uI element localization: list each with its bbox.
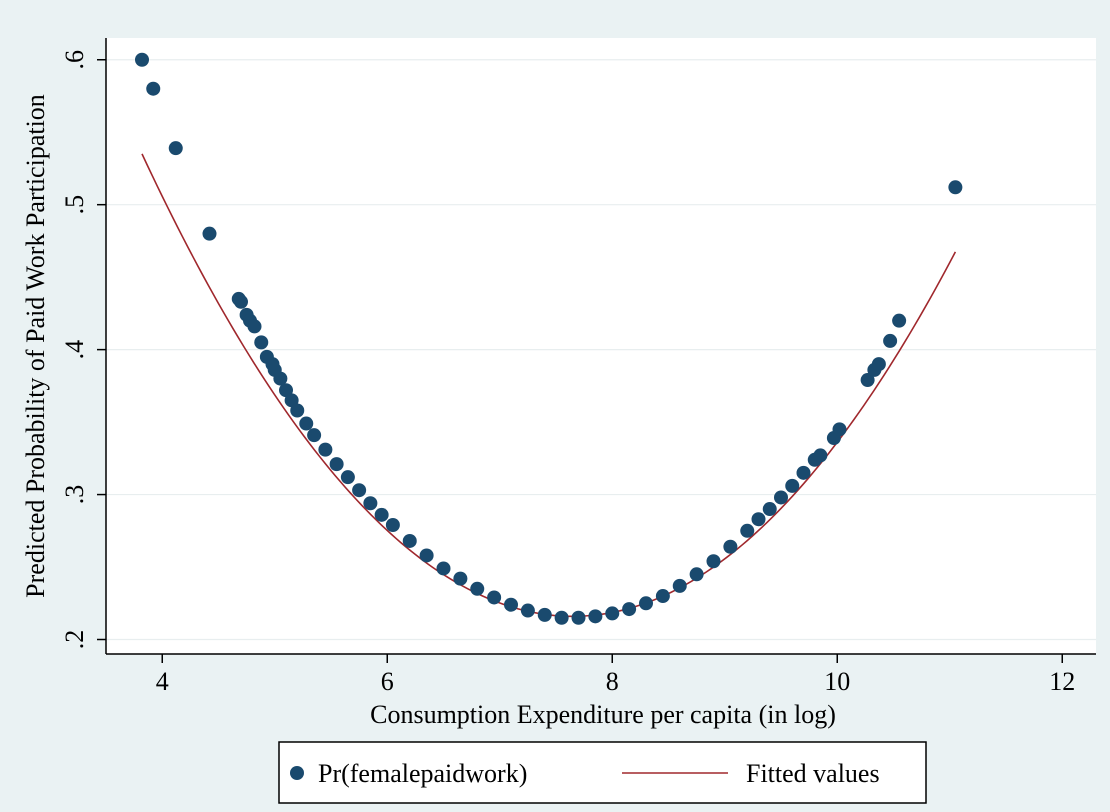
plot-region xyxy=(106,38,1096,654)
x-tick-label-0: 4 xyxy=(156,667,169,696)
data-point-21 xyxy=(340,470,355,485)
scatter-points-layer xyxy=(135,52,963,625)
legend-line-label: Fitted values xyxy=(746,759,880,788)
data-point-13 xyxy=(273,371,288,386)
data-point-58 xyxy=(871,357,886,372)
axes xyxy=(105,38,1096,655)
data-point-60 xyxy=(892,313,907,328)
data-point-0 xyxy=(135,52,149,67)
legend-scatter-marker xyxy=(290,766,304,780)
data-point-31 xyxy=(487,590,502,605)
x-tick-label-2: 8 xyxy=(606,667,619,696)
data-point-36 xyxy=(571,610,586,625)
data-point-51 xyxy=(796,465,811,480)
data-point-40 xyxy=(639,596,653,611)
data-point-33 xyxy=(520,603,535,618)
data-point-24 xyxy=(374,507,389,522)
data-point-28 xyxy=(436,561,451,576)
legend: Pr(femalepaidwork) Fitted values xyxy=(278,741,927,804)
data-point-23 xyxy=(363,496,378,511)
data-point-38 xyxy=(605,606,620,621)
data-point-22 xyxy=(352,483,367,498)
data-point-19 xyxy=(318,442,333,457)
data-point-46 xyxy=(740,523,755,538)
y-axis-title: Predicted Probability of Paid Work Parti… xyxy=(21,94,50,598)
data-point-44 xyxy=(706,554,721,569)
data-point-20 xyxy=(329,457,344,472)
y-tick-label-1: .3 xyxy=(60,485,89,505)
data-point-55 xyxy=(832,422,847,437)
data-point-32 xyxy=(504,597,518,612)
data-point-5 xyxy=(234,294,248,309)
data-point-34 xyxy=(537,607,552,622)
data-point-2 xyxy=(168,141,183,156)
data-point-9 xyxy=(254,335,269,350)
data-point-61 xyxy=(948,180,963,195)
y-tick-label-3: .5 xyxy=(60,195,89,215)
data-point-43 xyxy=(689,567,704,582)
data-point-17 xyxy=(299,416,314,431)
x-tick-label-1: 6 xyxy=(381,667,394,696)
data-point-56 xyxy=(860,373,875,388)
y-axis-ticks: .2 .3 .4 .5 .6 xyxy=(60,50,106,649)
y-tick-label-2: .4 xyxy=(60,340,89,360)
gridlines xyxy=(106,59,1096,641)
data-point-1 xyxy=(146,81,161,96)
data-point-16 xyxy=(290,403,305,418)
x-axis-ticks: 4 6 8 10 12 xyxy=(156,654,1075,696)
data-point-48 xyxy=(762,502,777,517)
data-point-37 xyxy=(588,609,603,624)
data-point-3 xyxy=(202,226,217,241)
data-point-39 xyxy=(622,602,637,617)
data-point-35 xyxy=(554,610,569,625)
data-point-25 xyxy=(385,518,400,532)
data-point-29 xyxy=(453,571,468,586)
data-point-42 xyxy=(672,578,687,593)
data-point-8 xyxy=(247,319,262,334)
data-point-59 xyxy=(883,333,898,348)
data-point-41 xyxy=(655,589,670,604)
data-point-30 xyxy=(470,581,485,596)
data-point-50 xyxy=(785,478,800,493)
data-point-49 xyxy=(774,490,788,505)
data-point-27 xyxy=(419,548,434,563)
x-tick-label-3: 10 xyxy=(824,667,850,696)
data-point-53 xyxy=(813,448,828,463)
x-axis-title: Consumption Expenditure per capita (in l… xyxy=(370,700,836,729)
y-tick-label-4: .6 xyxy=(60,50,89,70)
data-point-18 xyxy=(307,428,322,443)
legend-box xyxy=(278,741,927,804)
y-tick-label-0: .2 xyxy=(60,630,89,650)
data-point-45 xyxy=(723,539,738,554)
x-tick-label-4: 12 xyxy=(1049,667,1075,696)
data-point-26 xyxy=(402,533,417,548)
data-point-47 xyxy=(751,512,766,527)
legend-scatter-label: Pr(femalepaidwork) xyxy=(318,759,527,788)
